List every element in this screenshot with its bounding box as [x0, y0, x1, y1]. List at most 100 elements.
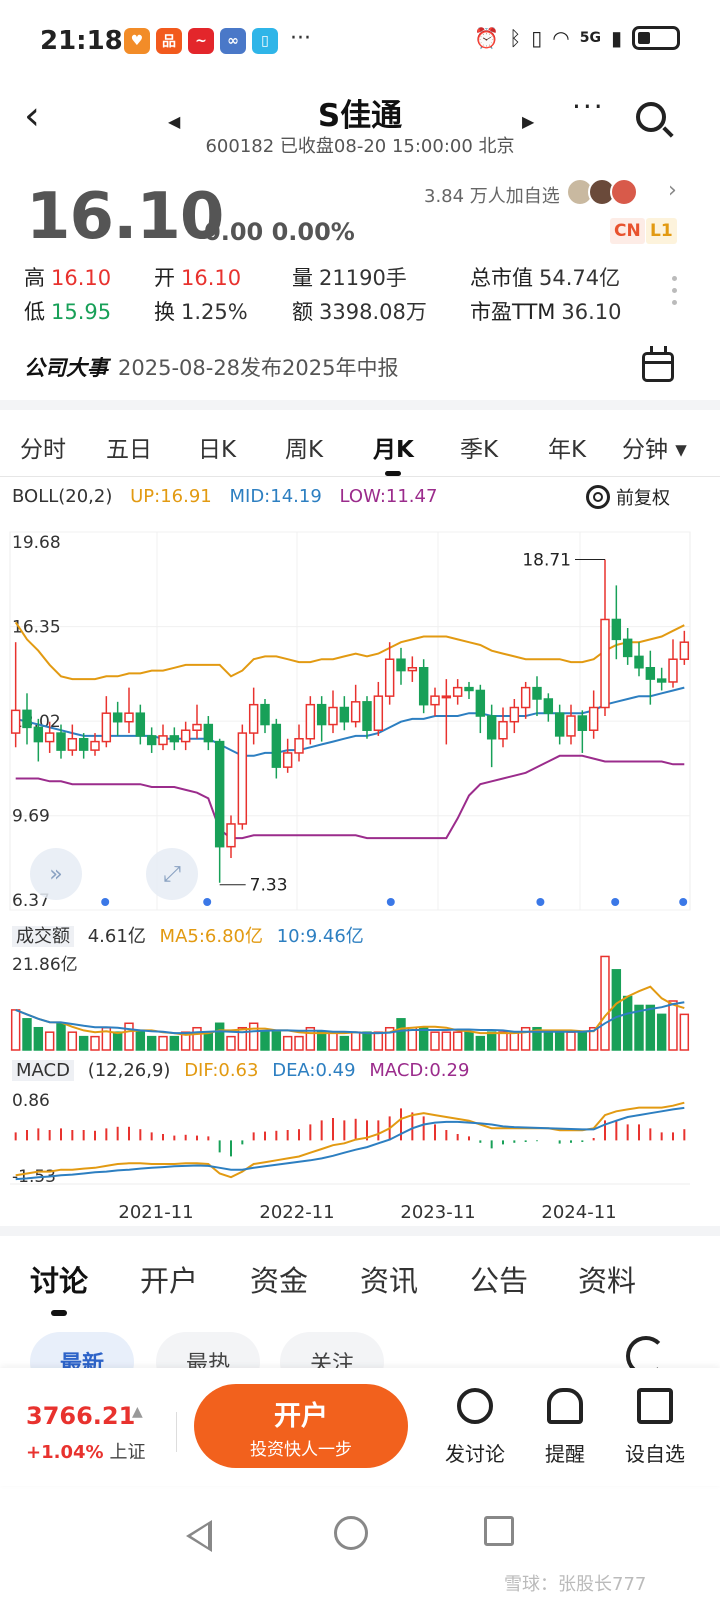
calendar-icon[interactable] — [642, 346, 674, 382]
x-axis-label: 2021-11 — [118, 1202, 193, 1222]
boll-mid-line — [15, 686, 685, 757]
volume-bar — [248, 1022, 259, 1051]
macd-dif: DIF:0.63 — [184, 1060, 259, 1081]
chevron-right-icon[interactable]: › — [668, 178, 677, 203]
y-tick-label: 19.68 — [12, 533, 61, 553]
macd-dif-line — [15, 1101, 685, 1179]
nav-recents-icon[interactable] — [484, 1516, 514, 1546]
candle-body — [475, 689, 486, 717]
pill-latest[interactable]: 最新 — [30, 1332, 134, 1372]
candle-body — [407, 667, 418, 672]
candle-body — [22, 709, 32, 729]
candle-body — [305, 703, 316, 740]
nav-back-icon[interactable] — [186, 1520, 212, 1552]
candle-body — [316, 703, 327, 726]
expand-stats-icon[interactable] — [672, 276, 678, 312]
volume-bar — [22, 1018, 32, 1051]
x-axis-label: 2023-11 — [400, 1202, 475, 1222]
index-value[interactable]: 3766.21 — [26, 1402, 136, 1430]
back-icon[interactable]: ‹ — [24, 93, 40, 139]
index-change: +1.04% 上证 — [26, 1442, 146, 1463]
volume-bar — [464, 1031, 474, 1051]
candle-body — [588, 706, 599, 731]
pill-following[interactable]: 关注 — [280, 1332, 384, 1372]
boll-name: BOLL(20,2) — [12, 486, 113, 507]
candle-body — [464, 686, 474, 692]
divider — [0, 1226, 720, 1236]
tab-minute[interactable]: 分钟 ▾ — [622, 437, 687, 463]
tab-open-account[interactable]: 开户 — [140, 1264, 199, 1298]
macd-label: MACD — [12, 1060, 74, 1081]
open-account-button[interactable]: 开户 投资快人一步 — [194, 1384, 408, 1468]
follower-avatars[interactable] — [566, 178, 638, 206]
restore-toggle[interactable]: 前复权 — [586, 484, 670, 510]
candle-body — [214, 740, 225, 848]
volume-bar — [146, 1035, 157, 1051]
add-watchlist-button[interactable]: 设自选 — [610, 1388, 700, 1467]
volume-bar — [441, 1031, 452, 1051]
macd-dea-line — [15, 1106, 685, 1181]
pill-hot[interactable]: 最热 — [156, 1332, 260, 1372]
app-notification-icon: ∞ — [220, 28, 246, 54]
stat-low: 低 15.95 — [24, 300, 112, 324]
volume-bar — [294, 1035, 304, 1051]
candle-body — [441, 695, 452, 699]
volume-ma10: 10:9.46亿 — [276, 926, 364, 947]
boll-legend: BOLL(20,2) UP:16.91 MID:14.19 LOW:11.47 — [12, 486, 449, 507]
tab-intraday[interactable]: 分时 — [20, 437, 66, 463]
nav-home-icon[interactable] — [334, 1516, 368, 1550]
more-icon[interactable]: ··· — [572, 90, 605, 123]
candle-body — [430, 695, 440, 706]
tab-daily-k[interactable]: 日K — [198, 437, 237, 463]
candle-body — [33, 726, 44, 743]
volume-bar — [158, 1035, 168, 1051]
app-notification-icon: ▯ — [252, 28, 278, 54]
volume-bar — [362, 1031, 372, 1051]
post-discussion-button[interactable]: 发讨论 — [430, 1388, 520, 1467]
y-tick-label: 16.35 — [12, 618, 61, 638]
volume-bar — [668, 1000, 678, 1051]
stock-subtitle: 600182 已收盘08-20 15:00:00 北京 — [205, 136, 515, 157]
tab-five-day[interactable]: 五日 — [106, 437, 152, 463]
tab-announcements[interactable]: 公告 — [470, 1264, 529, 1298]
event-dot — [679, 898, 688, 906]
volume-value: 4.61亿 — [87, 926, 146, 947]
tab-news[interactable]: 资讯 — [360, 1264, 419, 1298]
boll-low: LOW:11.47 — [339, 486, 438, 507]
tab-profile[interactable]: 资料 — [578, 1264, 637, 1298]
bottom-action-bar: 3766.21 ▲ +1.04% 上证 开户 投资快人一步 发讨论 提醒 设自选 — [0, 1368, 720, 1486]
company-event[interactable]: 公司大事 2025-08-28发布2025年中报 — [24, 352, 399, 382]
fullscreen-icon[interactable]: ⤢ — [146, 848, 198, 900]
tab-quarterly-k[interactable]: 季K — [460, 437, 499, 463]
volume-bar — [634, 1004, 644, 1051]
volume-bar — [44, 1031, 55, 1051]
min-price-label: 7.33 — [250, 876, 288, 896]
stock-name: S佳通 — [317, 98, 403, 134]
volume-bar — [56, 1022, 66, 1051]
bell-icon — [547, 1388, 583, 1424]
tab-weekly-k[interactable]: 周K — [285, 437, 324, 463]
followers-count[interactable]: 3.84 万人加自选 — [424, 186, 560, 207]
volume-bar — [645, 1004, 656, 1051]
candle-body — [396, 658, 406, 672]
next-stock-icon[interactable]: ▶ — [522, 112, 535, 131]
alert-button[interactable]: 提醒 — [520, 1388, 610, 1467]
volume-bar — [339, 1035, 350, 1051]
fast-forward-icon[interactable]: » — [30, 848, 82, 900]
stat-open: 开 16.10 — [154, 266, 242, 290]
volume-bar — [396, 1018, 406, 1051]
candle-body — [350, 701, 361, 723]
candle-body — [226, 823, 236, 848]
candle-body — [577, 715, 588, 731]
divider — [0, 476, 720, 477]
tab-monthly-k[interactable]: 月K — [373, 430, 414, 476]
stat-amount: 额 3398.08万 — [292, 300, 427, 324]
tab-discussion[interactable]: 讨论 — [30, 1258, 88, 1316]
tab-yearly-k[interactable]: 年K — [548, 437, 587, 463]
kline-chart[interactable]: 19.6816.3513.029.696.3718.717.3321.86亿0.… — [0, 482, 720, 1222]
tab-funds[interactable]: 资金 — [250, 1264, 309, 1298]
volume-label: 成交额 — [12, 926, 74, 947]
prev-stock-icon[interactable]: ◀ — [168, 112, 181, 131]
search-icon[interactable] — [636, 102, 666, 132]
candle-body — [112, 712, 123, 723]
